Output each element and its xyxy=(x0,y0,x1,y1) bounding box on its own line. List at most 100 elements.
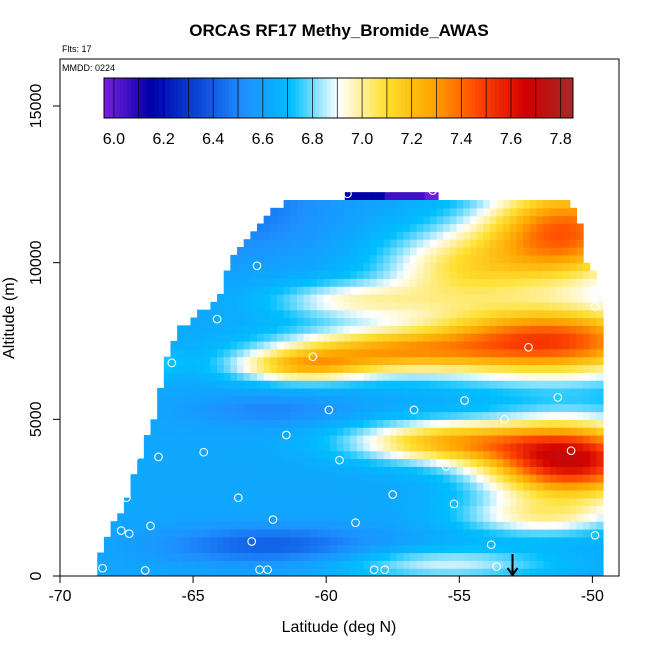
heatmap-cell xyxy=(103,560,112,569)
sample-point xyxy=(252,261,262,271)
heatmap-cell xyxy=(563,536,571,546)
heatmap-cell xyxy=(529,497,538,507)
heatmap-cell xyxy=(416,380,424,389)
heatmap-cell xyxy=(496,568,504,576)
heatmap-cell xyxy=(243,395,251,405)
heatmap-cell xyxy=(137,568,145,576)
heatmap-cell xyxy=(430,482,438,491)
heatmap-cell xyxy=(223,403,231,413)
heatmap-cell xyxy=(436,270,444,279)
heatmap-cell xyxy=(363,348,371,358)
heatmap-cell xyxy=(583,262,591,272)
colorbar-segment xyxy=(436,78,441,118)
heatmap-cell xyxy=(469,231,478,240)
heatmap-cell xyxy=(563,270,571,279)
heatmap-cell xyxy=(223,536,231,546)
heatmap-cell xyxy=(596,395,604,405)
heatmap-cell xyxy=(290,521,298,530)
heatmap-cell xyxy=(383,552,391,561)
sample-point xyxy=(428,186,438,195)
heatmap-cell xyxy=(243,513,251,522)
heatmap-cell xyxy=(310,364,318,373)
heatmap-cell xyxy=(456,254,464,264)
heatmap-cell xyxy=(250,341,258,350)
heatmap-cell xyxy=(310,411,318,420)
sample-point xyxy=(500,414,509,424)
heatmap-cell xyxy=(529,505,538,514)
heatmap-cell xyxy=(283,521,291,530)
heatmap-cell xyxy=(276,419,285,428)
heatmap-cell xyxy=(310,513,318,522)
heatmap-cell xyxy=(436,489,444,499)
heatmap-cell xyxy=(303,372,311,381)
colorbar-segment xyxy=(123,78,128,118)
heatmap-cell xyxy=(403,325,411,334)
heatmap-cell xyxy=(316,388,325,397)
heatmap-cell xyxy=(483,497,491,507)
heatmap-cell xyxy=(276,254,285,264)
heatmap-cell xyxy=(523,497,531,507)
heatmap-cell xyxy=(230,372,238,381)
heatmap-cell xyxy=(529,215,538,225)
heatmap-cell xyxy=(436,325,444,334)
heatmap-cell xyxy=(456,536,464,546)
heatmap-cell xyxy=(296,239,305,248)
heatmap-cell xyxy=(190,442,198,452)
heatmap-cell xyxy=(476,466,484,475)
heatmap-cell xyxy=(296,427,305,436)
heatmap-cell xyxy=(150,466,158,475)
heatmap-cell xyxy=(443,560,451,569)
heatmap-cell xyxy=(143,536,152,546)
heatmap-cell xyxy=(403,544,411,554)
heatmap-cell xyxy=(449,380,458,389)
heatmap-cell xyxy=(529,364,538,373)
heatmap-cell xyxy=(456,395,464,405)
heatmap-cell xyxy=(210,325,218,334)
heatmap-cell xyxy=(543,207,551,217)
heatmap-cell xyxy=(336,200,345,209)
heatmap-cell xyxy=(296,442,305,452)
heatmap-cell xyxy=(343,497,351,507)
heatmap-cell xyxy=(170,544,178,554)
heatmap-cell xyxy=(296,466,305,475)
heatmap-cell xyxy=(290,348,298,358)
heatmap-cell xyxy=(270,364,278,373)
heatmap-cell xyxy=(529,231,538,240)
heatmap-cell xyxy=(350,254,358,264)
heatmap-cell xyxy=(430,200,438,209)
heatmap-cell xyxy=(443,403,451,413)
heatmap-cell xyxy=(356,200,365,209)
heatmap-cell xyxy=(210,435,218,444)
heatmap-cell xyxy=(276,372,285,381)
heatmap-cell xyxy=(396,286,404,295)
heatmap-cell xyxy=(117,536,125,546)
heatmap-cell xyxy=(396,380,404,389)
heatmap-cell xyxy=(416,388,424,397)
heatmap-cell xyxy=(177,474,185,483)
heatmap-cell xyxy=(230,513,238,522)
heatmap-cell xyxy=(489,262,498,272)
heatmap-cell xyxy=(363,435,371,444)
heatmap-cell xyxy=(370,380,378,389)
heatmap-cell xyxy=(423,435,431,444)
heatmap-cell xyxy=(416,450,424,460)
heatmap-cell xyxy=(469,380,478,389)
heatmap-cell xyxy=(523,435,531,444)
heatmap-cell xyxy=(170,427,178,436)
heatmap-cell xyxy=(210,497,218,507)
heatmap-cell xyxy=(203,568,211,576)
heatmap-cell xyxy=(396,364,404,373)
heatmap-cell xyxy=(410,568,418,576)
heatmap-cell xyxy=(410,505,418,514)
heatmap-cell xyxy=(350,489,358,499)
colorbar-segment xyxy=(209,78,214,118)
heatmap-cell xyxy=(516,356,524,366)
heatmap-cell xyxy=(383,380,391,389)
heatmap-cell xyxy=(489,333,498,342)
heatmap-cell xyxy=(177,411,185,420)
heatmap-cell xyxy=(150,450,158,460)
heatmap-cell xyxy=(416,239,424,248)
heatmap-cell xyxy=(563,301,571,311)
heatmap-cell xyxy=(463,356,471,366)
heatmap-cell xyxy=(290,458,298,467)
